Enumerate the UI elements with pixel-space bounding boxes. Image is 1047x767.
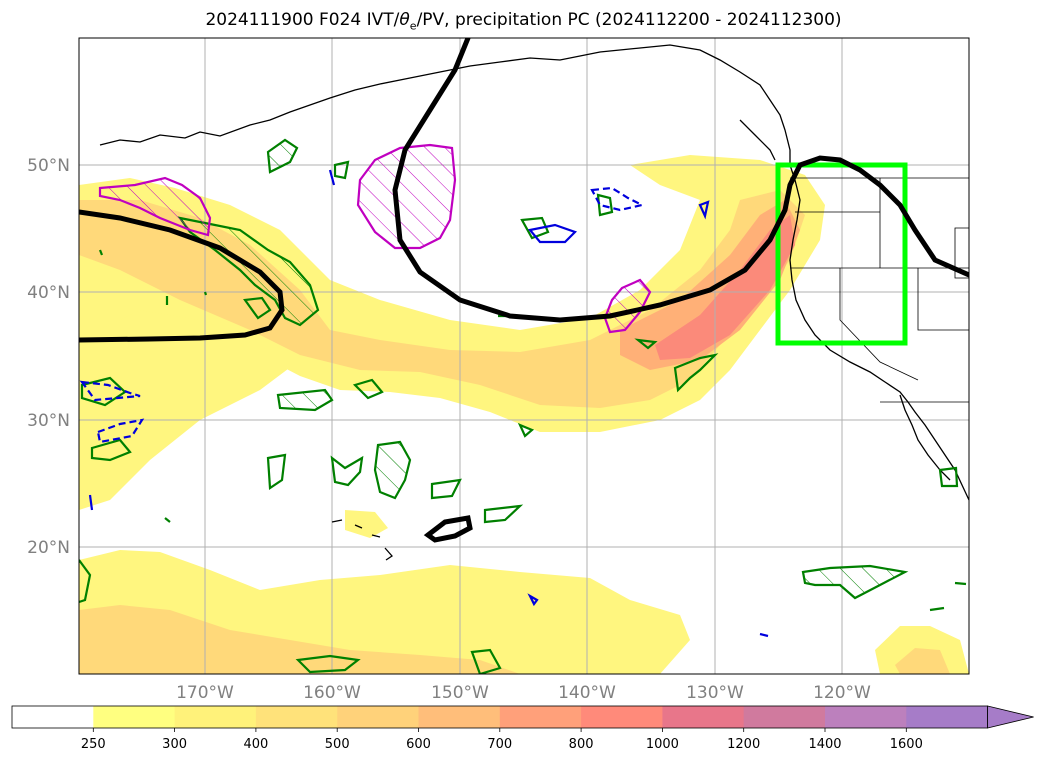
- lon-label: 140°W: [558, 683, 616, 703]
- theta-e-contour-mid-1: [276, 388, 334, 412]
- colorbar-tick-label: 1600: [890, 737, 923, 752]
- lat-label: 40°N: [27, 283, 70, 303]
- precip-neg-contour-3: [698, 200, 710, 220]
- precip-pos-contour-2: [356, 143, 457, 250]
- colorbar-tick-label: 1000: [646, 737, 679, 752]
- pv-contour-west: [79, 209, 285, 343]
- ivt-patch-hawaii: [345, 510, 388, 538]
- theta-e-contour-north-2: [333, 160, 350, 180]
- lat-label: 30°N: [27, 411, 70, 431]
- colorbar-tick-label: 700: [487, 737, 512, 752]
- theta-e-contour-far-east: [938, 466, 959, 488]
- precip-neg-contour-4: [328, 169, 336, 186]
- theta-e-contour-mid-7: [483, 504, 524, 524]
- colorbar-segment: [337, 706, 419, 728]
- lat-tick-labels: 50°N 40°N 30°N 20°N: [27, 156, 70, 558]
- region-box: [775, 162, 908, 346]
- ivt-band-south-mid: [79, 605, 520, 674]
- coast-north-america-west: [789, 164, 969, 501]
- theta-e-contour-small-1: [243, 296, 272, 320]
- colorbar-segment: [662, 706, 745, 728]
- border-montana: [954, 227, 969, 279]
- theta-e-contour-west-edge: [79, 559, 92, 604]
- theta-e-contour-west-2: [90, 438, 132, 462]
- colorbar: 250 300 400 500 600 700 800 1000 1200 1400 1600: [11, 705, 1034, 752]
- theta-e-contour-mid-4: [330, 455, 364, 487]
- theta-e-contour-east-3: [634, 338, 658, 350]
- colorbar-tick-label: 1400: [808, 737, 841, 752]
- lon-label: 150°W: [431, 683, 489, 703]
- colorbar-segment: [581, 706, 663, 728]
- gridlines: [79, 38, 969, 674]
- theta-e-contour-east-1: [520, 216, 550, 240]
- lon-label: 120°W: [813, 683, 871, 703]
- colorbar-segment: [418, 706, 501, 728]
- colorbar-tick-label: 300: [162, 737, 187, 752]
- coast-alaska-islands: [739, 119, 776, 161]
- theta-e-contour-mid-3: [266, 453, 287, 490]
- lon-tick-labels: 170°W 160°W 150°W 140°W 130°W 120°W: [176, 683, 871, 703]
- colorbar-tick-label: 500: [325, 737, 350, 752]
- precip-pos-contour-3: [603, 278, 652, 334]
- colorbar-tick-label: 800: [569, 737, 594, 752]
- lon-label: 160°W: [303, 683, 361, 703]
- precip-neg-contour-1: [527, 223, 578, 244]
- colorbar-tick-label: 600: [406, 737, 431, 752]
- pv-contour-trough: [392, 38, 969, 323]
- ivt-patch-southeast-mid: [895, 648, 950, 674]
- theta-e-contour-north-1: [266, 138, 299, 174]
- theta-e-contour-southeast: [801, 564, 909, 600]
- colorbar-tick-label: 1200: [727, 737, 760, 752]
- map-area: [79, 38, 969, 674]
- precip-neg-contour-8: [759, 632, 769, 638]
- colorbar-segment: [255, 706, 338, 728]
- colorbar-extend-arrow: [987, 705, 1034, 729]
- colorbar-segment: [825, 706, 907, 728]
- colorbar-segment: [12, 706, 94, 728]
- lon-label: 170°W: [176, 683, 234, 703]
- lat-label: 20°N: [27, 538, 70, 558]
- ivt-shading: [79, 155, 969, 674]
- ivt-band-west-lower: [79, 310, 300, 510]
- colorbar-segment: [743, 706, 826, 728]
- colorbar-tick-label: 250: [81, 737, 106, 752]
- border-utah: [917, 268, 969, 331]
- theta-e-contour-mid-6: [430, 478, 462, 500]
- hawaii-islands: [331, 519, 393, 561]
- theta-e-contour-east-2: [596, 193, 614, 217]
- pv-contours: [79, 38, 969, 543]
- precip-neg-contour-6: [96, 418, 145, 444]
- theta-e-contour-mid-5: [373, 440, 412, 500]
- colorbar-segment: [174, 706, 257, 728]
- colorbar-segment: [906, 706, 989, 728]
- ivt-core: [620, 200, 800, 370]
- lon-label: 130°W: [686, 683, 744, 703]
- theta-e-contour-south-2: [470, 648, 502, 674]
- pv-contour-closed-low: [423, 515, 473, 543]
- map-title: 2024111900 F024 IVT/θe/PV, precipitation…: [205, 10, 842, 33]
- precip-neg-contour-7: [527, 593, 539, 607]
- precip-contours: [79, 143, 769, 638]
- lat-label: 50°N: [27, 156, 70, 176]
- colorbar-segment: [499, 706, 582, 728]
- theta-e-contour-east-4: [673, 353, 719, 393]
- precip-pos-contour-1: [98, 176, 212, 237]
- theta-e-contour-mid-2: [352, 378, 384, 400]
- map-frame: [78, 37, 970, 675]
- precip-neg-contour-9: [88, 494, 94, 511]
- theta-e-contour-mid-8: [517, 422, 535, 438]
- theta-e-contour-dots: [98, 249, 967, 612]
- theta-e-contour-west-1: [80, 376, 127, 407]
- colorbar-tick-label: 400: [243, 737, 268, 752]
- theta-e-contour-south-1: [295, 654, 361, 674]
- colorbar-segment: [93, 706, 176, 728]
